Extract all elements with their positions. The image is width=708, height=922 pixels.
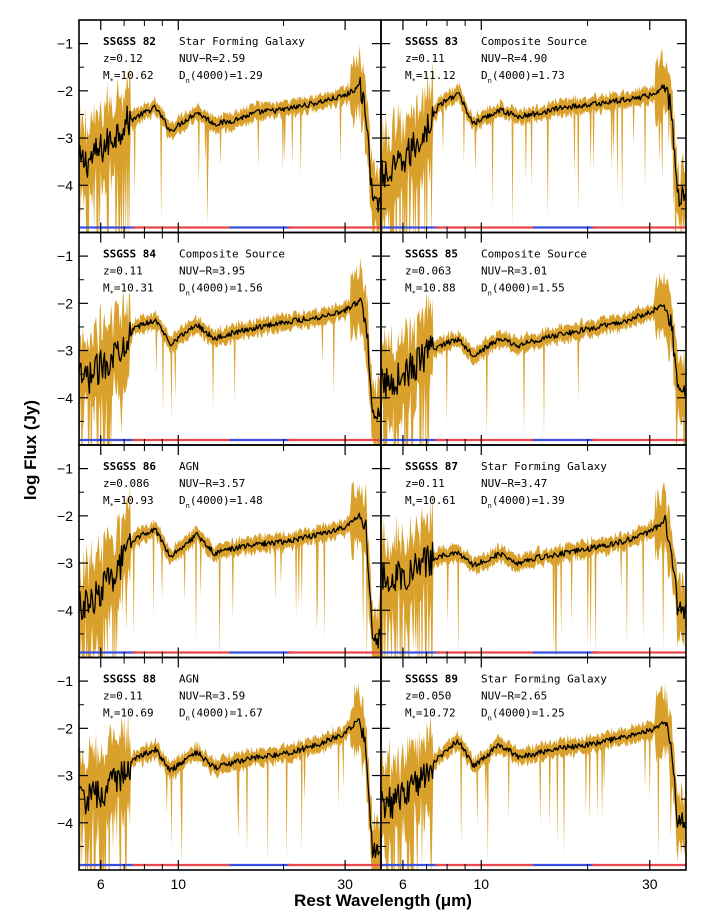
panel-id: SSGSS 86 [103, 460, 156, 473]
y-tick-label: −2 [57, 508, 73, 524]
panel-frame [380, 656, 687, 871]
panel-mass: M*=11.12 [405, 69, 456, 85]
y-tick-label: −3 [57, 343, 73, 359]
panel-ssgss-89: SSGSS 89 Star Forming Galaxy z=0.050 NUV−R=… [380, 656, 687, 871]
y-tick-label: −2 [57, 720, 73, 736]
error-band [381, 271, 686, 445]
panel-redshift: z=0.11 [103, 265, 143, 278]
panel-redshift: z=0.11 [405, 52, 445, 65]
panel-redshift: z=0.086 [103, 477, 149, 490]
error-band [79, 682, 381, 870]
y-tick-label: −3 [57, 130, 73, 146]
panel-redshift: z=0.12 [103, 52, 143, 65]
x-tick-label: 30 [337, 876, 353, 892]
panel-id: SSGSS 83 [405, 35, 458, 48]
panel-nuvr: NUV−R=3.57 [179, 477, 245, 490]
spectrum-line [381, 84, 686, 207]
panel-nuvr: NUV−R=3.01 [481, 265, 547, 278]
y-tick-label: −1 [57, 461, 73, 477]
panel-class: Star Forming Galaxy [179, 35, 305, 48]
panel-ssgss-87: SSGSS 87 Star Forming Galaxy z=0.11 NUV−R=3… [380, 444, 687, 659]
panel-ssgss-84: SSGSS 84 Composite Source z=0.11 NUV−R=3.95… [78, 231, 382, 446]
panel-nuvr: NUV−R=3.95 [179, 265, 245, 278]
panel-redshift: z=0.11 [103, 690, 143, 703]
spectrum-line [79, 718, 381, 859]
x-axis-label: Rest Wavelength (μm) [294, 891, 472, 910]
y-tick-label: −4 [57, 390, 73, 406]
panel-dn4000: Dn(4000)=1.55 [481, 282, 565, 298]
y-tick-label: −2 [57, 295, 73, 311]
panel-dn4000: Dn(4000)=1.48 [179, 494, 263, 510]
spectrum-line [381, 304, 686, 400]
panel-dn4000: Dn(4000)=1.56 [179, 282, 263, 298]
error-band [381, 481, 686, 658]
tick-labels-group: −4 −3 −2 −1 −4 −3 −2 −1 −4 −3 −2 −1 −4 −3 −2 −1 6 10 30 6 10… [57, 36, 658, 892]
x-tick-label: 6 [399, 876, 407, 892]
panel-mass: M*=10.93 [103, 494, 154, 510]
panel-id: SSGSS 89 [405, 673, 458, 686]
y-tick-label: −1 [57, 673, 73, 689]
panel-ssgss-83: SSGSS 83 Composite Source z=0.11 NUV−R=4.90… [380, 19, 687, 234]
panel-mass: M*=10.69 [103, 707, 154, 723]
y-tick-label: −1 [57, 248, 73, 264]
panel-class: Composite Source [179, 248, 285, 261]
x-tick-label: 10 [473, 876, 489, 892]
y-tick-label: −4 [57, 177, 73, 193]
panel-dn4000: Dn(4000)=1.25 [481, 707, 565, 723]
panel-class: Star Forming Galaxy [481, 460, 607, 473]
panel-mass: M*=10.88 [405, 282, 456, 298]
panel-dn4000: Dn(4000)=1.39 [481, 494, 565, 510]
panel-mass: M*=10.72 [405, 707, 456, 723]
panel-dn4000: Dn(4000)=1.67 [179, 707, 263, 723]
y-tick-label: −1 [57, 36, 73, 52]
panel-class: AGN [179, 460, 199, 473]
error-band [381, 48, 686, 233]
panel-mass: M*=10.61 [405, 494, 456, 510]
spectrum-line [79, 76, 381, 213]
panel-class: Star Forming Galaxy [481, 673, 607, 686]
panel-id: SSGSS 84 [103, 248, 156, 261]
panel-ssgss-85: SSGSS 85 Composite Source z=0.063 NUV−R=3.0… [380, 231, 687, 446]
spectrum-line [79, 512, 381, 649]
panel-id: SSGSS 82 [103, 35, 156, 48]
panel-mass: M*=10.62 [103, 69, 154, 85]
panel-id: SSGSS 85 [405, 248, 458, 261]
panel-redshift: z=0.050 [405, 690, 451, 703]
panel-id: SSGSS 88 [103, 673, 156, 686]
error-band [381, 684, 686, 870]
panel-id: SSGSS 87 [405, 460, 458, 473]
x-tick-label: 10 [171, 876, 187, 892]
panel-class: Composite Source [481, 35, 587, 48]
panel-nuvr: NUV−R=3.59 [179, 690, 245, 703]
y-tick-label: −4 [57, 815, 73, 831]
panel-redshift: z=0.063 [405, 265, 451, 278]
panel-mass: M*=10.31 [103, 282, 154, 298]
x-tick-label: 30 [642, 876, 658, 892]
panel-nuvr: NUV−R=2.65 [481, 690, 547, 703]
spectrum-line [381, 721, 686, 830]
panel-class: AGN [179, 673, 199, 686]
y-tick-label: −3 [57, 768, 73, 784]
panel-nuvr: NUV−R=2.59 [179, 52, 245, 65]
y-tick-label: −4 [57, 602, 73, 618]
x-tick-label: 6 [97, 876, 105, 892]
spectrum-line [381, 514, 686, 620]
spectrum-line [79, 297, 381, 420]
y-tick-label: −3 [57, 555, 73, 571]
y-tick-label: −2 [57, 83, 73, 99]
panel-dn4000: Dn(4000)=1.73 [481, 69, 565, 85]
panel-redshift: z=0.11 [405, 477, 445, 490]
panel-nuvr: NUV−R=4.90 [481, 52, 547, 65]
panel-class: Composite Source [481, 248, 587, 261]
error-band [79, 481, 381, 658]
panels-group: SSGSS 82 Star Forming Galaxy z=0.12 NUV−R=2… [78, 19, 687, 871]
panel-dn4000: Dn(4000)=1.29 [179, 69, 263, 85]
error-band [79, 258, 381, 445]
panel-nuvr: NUV−R=3.47 [481, 477, 547, 490]
panel-ssgss-88: SSGSS 88 AGN z=0.11 NUV−R=3.59 M*=10.69 Dn(40… [78, 656, 382, 871]
y-axis-label: log Flux (Jy) [21, 400, 40, 500]
